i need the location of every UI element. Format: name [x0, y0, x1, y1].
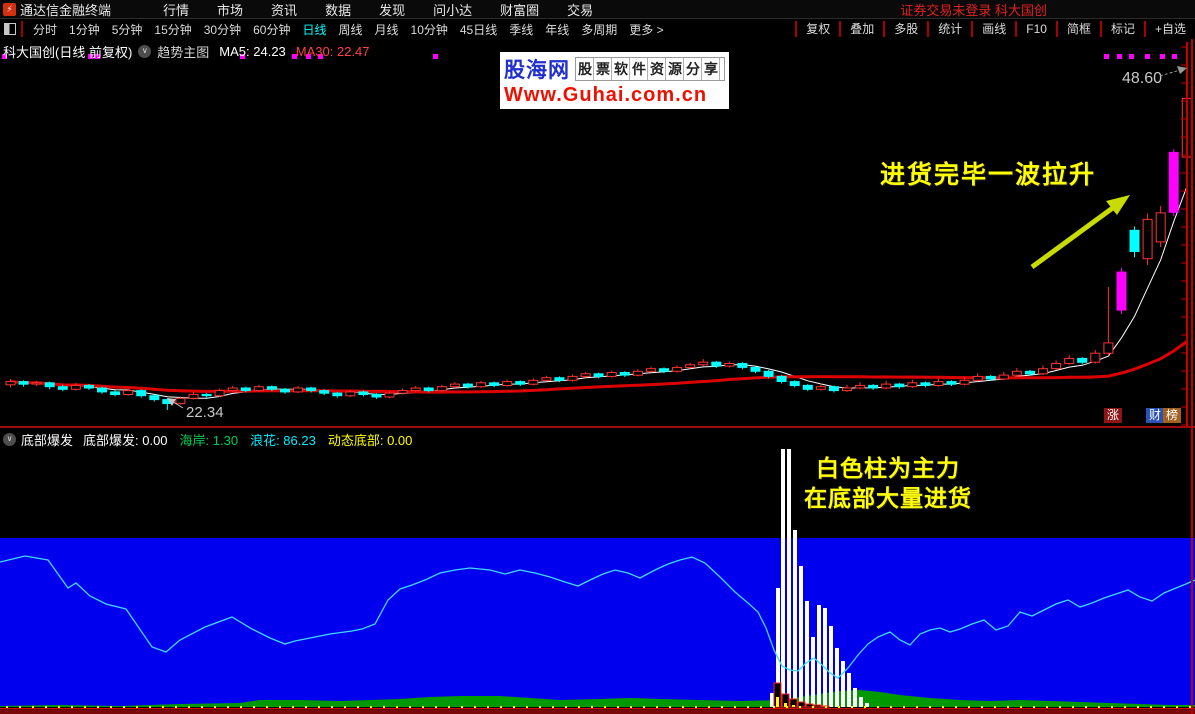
ma30-value: MA30: 22.47 — [295, 44, 370, 59]
chevron-down-icon[interactable]: ∨ — [3, 433, 16, 446]
baseline — [0, 708, 1195, 710]
indicator-field-haian: 海岸: 1.30 — [179, 433, 239, 448]
period-quarterly[interactable]: 季线 — [509, 22, 534, 37]
menu-item-trade[interactable]: 交易 — [567, 2, 594, 18]
price-axis — [1181, 42, 1188, 426]
watermark-brand: 股海网 — [504, 59, 570, 82]
period-multi[interactable]: 多周期 — [581, 22, 618, 37]
main-chart-region: 48.60 22.34 科大国创(日线 前复权) ∨ 趋势主图 MA5: 24.2… — [0, 39, 1195, 426]
badge-cai[interactable]: 财 — [1146, 408, 1165, 423]
candlestick-chart[interactable]: 48.60 22.34 — [0, 39, 1195, 426]
badge-bang[interactable]: 榜 — [1163, 408, 1182, 423]
svg-text:48.60: 48.60 — [1122, 70, 1162, 87]
period-monthly[interactable]: 月线 — [374, 22, 399, 37]
indicator-field-langhua: 浪花: 86.23 — [250, 433, 316, 448]
menu-item-discover[interactable]: 发现 — [379, 2, 406, 18]
watermark: 股海网 股票软件资源分享 Www.Guhai.com.cn — [500, 52, 729, 109]
annotation-line1: 白色柱为主力 — [816, 455, 960, 481]
chevron-down-icon[interactable]: ∨ — [138, 45, 152, 58]
period-45day[interactable]: 45日线 — [459, 22, 498, 37]
menu-item-wealth-circle[interactable]: 财富圈 — [500, 2, 540, 18]
button-multi-stock[interactable]: 多股 — [883, 21, 927, 37]
period-10min[interactable]: 10分钟 — [410, 22, 448, 37]
menubar: ⚡ 通达信金融终端 行情 市场 资讯 数据 发现 问小达 财富圈 交易 证券交易… — [0, 0, 1195, 19]
period-weekly[interactable]: 周线 — [338, 22, 363, 37]
menu-item-news[interactable]: 资讯 — [271, 2, 298, 18]
chart-tools: 复权 叠加 多股 统计 画线 F10 简框 标记 +自选 — [795, 19, 1195, 39]
sea-area — [0, 538, 1195, 707]
indicator-field-dongtaidibu: 动态底部: 0.00 — [327, 433, 413, 448]
login-status-text[interactable]: 证券交易未登录 科大国创 — [900, 2, 1047, 18]
indicator-header: ∨ 底部爆发 底部爆发: 0.00 海岸: 1.30 浪花: 86.23 动态底… — [3, 430, 412, 449]
period-daily-active[interactable]: 日线 — [302, 22, 327, 37]
annotation-whitebars-note: 白色柱为主力 在底部大量进货 — [768, 453, 1008, 513]
date-ticks — [6, 706, 1191, 708]
candles — [5, 72, 1192, 410]
indicator-panel-region: ∨ 底部爆发 底部爆发: 0.00 海岸: 1.30 浪花: 86.23 动态底… — [0, 426, 1195, 714]
layout-icon[interactable] — [4, 23, 16, 35]
ma5-value: MA5: 24.23 — [219, 44, 286, 59]
menu-item-data[interactable]: 数据 — [325, 2, 352, 18]
indicator-field-dibubaofa: 底部爆发: 0.00 — [83, 433, 168, 448]
toolbar-separator — [21, 21, 23, 37]
signal-dots — [2, 54, 1177, 59]
period-5min[interactable]: 5分钟 — [111, 22, 143, 37]
button-add-watchlist[interactable]: +自选 — [1143, 21, 1195, 37]
chart-header: 科大国创(日线 前复权) ∨ 趋势主图 MA5: 24.23 MA30: 22.… — [3, 42, 370, 61]
menu-item-quotes[interactable]: 行情 — [163, 2, 190, 18]
watermark-tagline: 股票软件资源分享 — [575, 57, 725, 81]
period-60min[interactable]: 60分钟 — [253, 22, 291, 37]
watermark-url: Www.Guhai.com.cn — [504, 84, 708, 106]
period-15min[interactable]: 15分钟 — [154, 22, 192, 37]
annotation-line2: 在底部大量进货 — [804, 485, 972, 511]
button-f10[interactable]: F10 — [1015, 21, 1056, 37]
period-toolbar: 分时 1分钟 5分钟 15分钟 30分钟 60分钟 日线 周线 月线 10分钟 … — [0, 19, 1195, 39]
panel-divider — [0, 426, 1195, 428]
button-simple-frame[interactable]: 简框 — [1055, 21, 1100, 37]
svg-text:22.34: 22.34 — [186, 404, 224, 421]
button-stats[interactable]: 统计 — [927, 21, 971, 37]
button-mark[interactable]: 标记 — [1099, 21, 1144, 37]
app-title: 通达信金融终端 — [20, 2, 112, 18]
wave-line — [0, 555, 1195, 679]
app-logo-icon: ⚡ — [3, 2, 16, 16]
indicator-name[interactable]: 底部爆发 — [21, 433, 74, 448]
button-overlay[interactable]: 叠加 — [839, 21, 883, 37]
stock-title[interactable]: 科大国创(日线 前复权) — [3, 45, 133, 60]
badge-zhang[interactable]: 涨 — [1104, 408, 1123, 423]
indicator-chart[interactable] — [0, 426, 1195, 714]
period-yearly[interactable]: 年线 — [545, 22, 570, 37]
main-indicator-name[interactable]: 趋势主图 — [157, 45, 210, 60]
buy-signal-arrow — [1030, 195, 1130, 270]
green-area — [0, 690, 1195, 707]
ma-lines — [10, 186, 1188, 399]
window-right-border — [1191, 39, 1193, 714]
window-bottom-border — [0, 710, 1195, 714]
menu-item-ask[interactable]: 问小达 — [433, 2, 473, 18]
annotation-pullup-note: 进货完毕一波拉升 — [880, 161, 1097, 189]
period-more[interactable]: 更多 > — [629, 22, 664, 37]
button-fuquan[interactable]: 复权 — [795, 21, 839, 37]
menu-item-market[interactable]: 市场 — [217, 2, 244, 18]
period-1min[interactable]: 1分钟 — [69, 22, 100, 37]
period-30min[interactable]: 30分钟 — [203, 22, 242, 37]
price-labels: 48.60 22.34 — [167, 66, 1187, 421]
button-draw-line[interactable]: 画线 — [971, 21, 1015, 37]
period-fenshi[interactable]: 分时 — [33, 22, 58, 37]
